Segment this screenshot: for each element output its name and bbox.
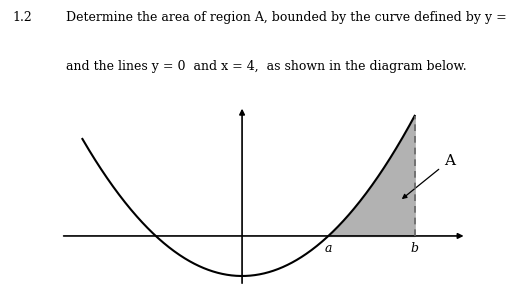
- Text: b: b: [411, 242, 419, 255]
- Text: 1.2: 1.2: [13, 11, 32, 24]
- Text: Determine the area of region A, bounded by the curve defined by y = x² − 4: Determine the area of region A, bounded …: [66, 11, 507, 24]
- Text: A: A: [403, 154, 455, 198]
- Text: a: a: [324, 242, 332, 255]
- Text: and the lines y = 0  and x = 4,  as shown in the diagram below.: and the lines y = 0 and x = 4, as shown …: [66, 60, 466, 73]
